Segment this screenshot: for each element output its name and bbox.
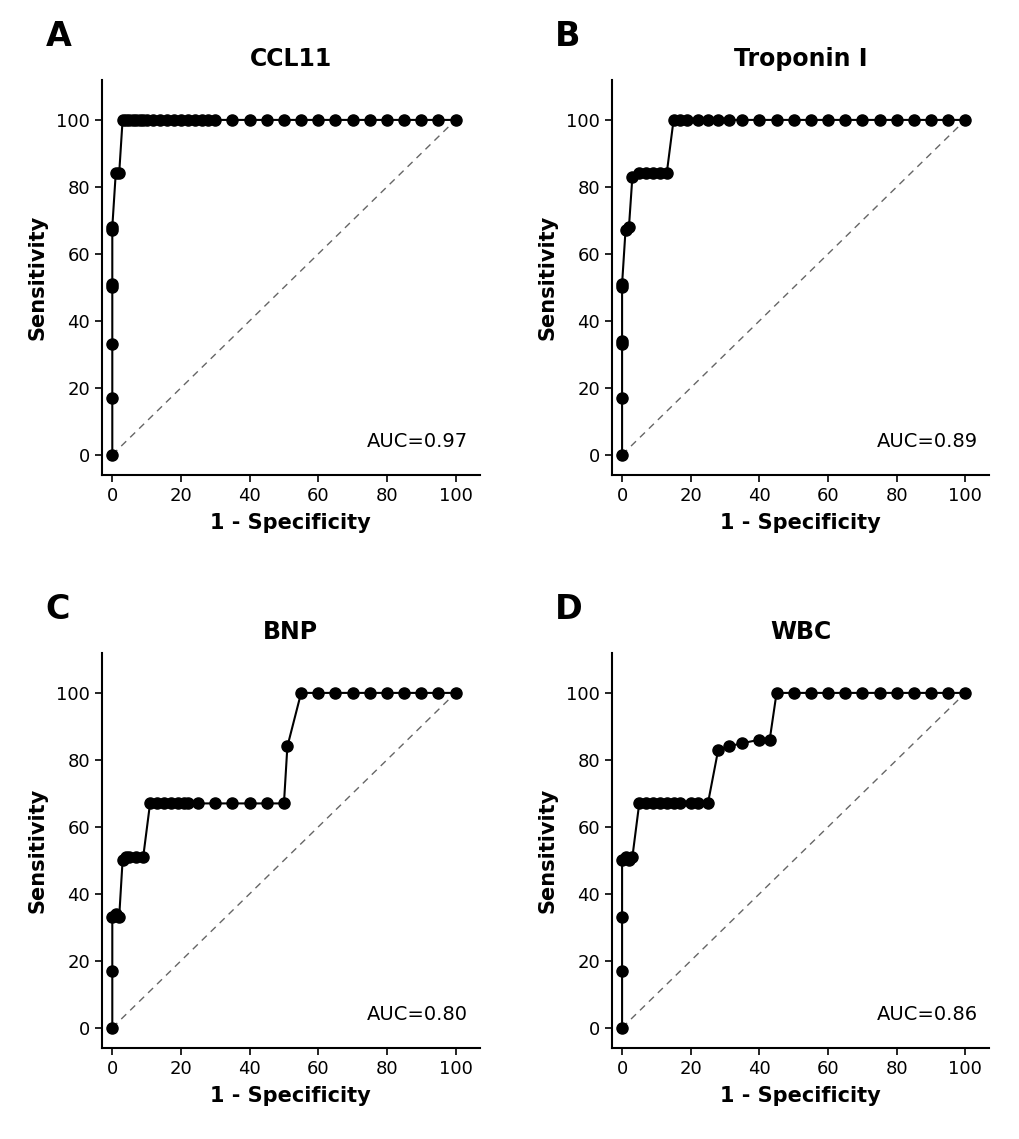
X-axis label: 1 - Specificity: 1 - Specificity <box>719 1085 880 1106</box>
Title: CCL11: CCL11 <box>250 47 331 71</box>
Y-axis label: Sensitivity: Sensitivity <box>28 214 48 339</box>
Text: AUC=0.97: AUC=0.97 <box>367 432 468 451</box>
X-axis label: 1 - Specificity: 1 - Specificity <box>210 1085 371 1106</box>
X-axis label: 1 - Specificity: 1 - Specificity <box>210 513 371 533</box>
Text: AUC=0.89: AUC=0.89 <box>876 432 977 451</box>
X-axis label: 1 - Specificity: 1 - Specificity <box>719 513 880 533</box>
Title: WBC: WBC <box>769 620 830 644</box>
Text: D: D <box>554 593 582 626</box>
Title: BNP: BNP <box>263 620 318 644</box>
Text: C: C <box>45 593 69 626</box>
Text: AUC=0.80: AUC=0.80 <box>367 1006 468 1024</box>
Y-axis label: Sensitivity: Sensitivity <box>28 788 48 913</box>
Text: A: A <box>45 21 71 54</box>
Text: AUC=0.86: AUC=0.86 <box>876 1006 977 1024</box>
Text: B: B <box>554 21 580 54</box>
Y-axis label: Sensitivity: Sensitivity <box>537 214 557 339</box>
Title: Troponin I: Troponin I <box>733 47 866 71</box>
Y-axis label: Sensitivity: Sensitivity <box>537 788 557 913</box>
